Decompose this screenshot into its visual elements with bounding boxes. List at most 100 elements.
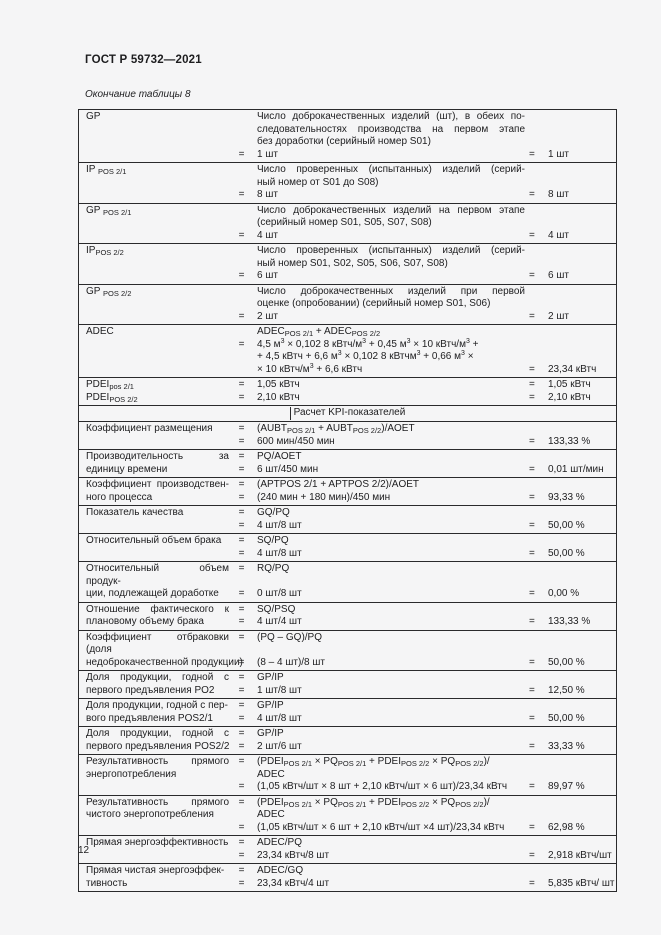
param-name: тивность: [86, 877, 128, 889]
param-name: Результативность прямого: [86, 756, 229, 767]
formula-text: Число доброкачественных изделий (шт), в …: [257, 111, 525, 122]
table-row: IP POS 2/1 Число проверенных (испытанных)…: [79, 163, 616, 204]
formula-text: 4 шт/8 шт: [257, 519, 302, 531]
equals-sign: =: [529, 547, 535, 559]
equals-sign: =: [529, 391, 535, 403]
equals-sign: =: [238, 463, 245, 475]
result-value: 4 шт: [548, 229, 569, 241]
table-row: Прямая чистая энергоэффек- = ADEC/GQ тивнос…: [79, 864, 616, 892]
param-name: Коэффициент отбраковки (доля: [86, 631, 229, 656]
param-name: PDEIpos 2/1: [86, 379, 134, 391]
formula-text: 1 шт: [257, 148, 278, 160]
equals-sign: =: [529, 310, 535, 322]
table-row: Коэффициент отбраковки (доля = (PQ – GQ)/P…: [79, 631, 616, 671]
param-name: GP: [86, 111, 101, 122]
formula-text: ный номер S01, S02, S05, S06, S07, S08): [257, 257, 448, 269]
equals-sign: =: [238, 547, 245, 559]
param-name: PDEIPOS 2/2: [86, 391, 138, 404]
formula-text: Число проверенных (испытанных) изделий (…: [257, 164, 525, 175]
formula-text: 6 шт/450 мин: [257, 463, 319, 475]
equals-sign: =: [238, 270, 245, 281]
formula-text: SQ/PQ: [257, 535, 289, 546]
section-divider-tick: [289, 407, 291, 420]
equals-sign: =: [529, 229, 535, 241]
equals-sign: =: [238, 479, 245, 490]
kpi-table: GP Число доброкачественных изделий (шт), …: [78, 109, 617, 892]
table-row: Относительный объем брака = SQ/PQ = 4 шт/8 ш…: [79, 534, 616, 562]
table-row: PDEIpos 2/1 = 1,05 кВтч = 1,05 кВтч PDEIPOS 2…: [79, 378, 616, 406]
equals-sign: =: [238, 865, 245, 876]
result-value: 0,01 шт/мин: [548, 463, 604, 475]
equals-sign: =: [238, 338, 245, 350]
formula-text: 600 мин/450 мин: [257, 435, 335, 447]
table-row: Доля продукции, годной с = GP/IP первого пр…: [79, 671, 616, 699]
formula-text: GP/IP: [257, 672, 284, 683]
formula-text: 0 шт/8 шт: [257, 588, 302, 599]
equals-sign: =: [238, 781, 245, 792]
kpi-section-header-row: Расчет KPI-показателей: [79, 406, 616, 422]
equals-sign: =: [529, 189, 535, 200]
formula-text: ADEC/PQ: [257, 837, 303, 848]
equals-sign: =: [238, 563, 245, 574]
equals-sign: =: [238, 588, 245, 599]
formula-text: + 4,5 кВтч + 6,6 м3 × 0,102 8 кВтчм3 + 0…: [257, 350, 474, 362]
result-value: 5,835 кВтч/ шт: [548, 877, 615, 889]
equals-sign: =: [238, 740, 245, 752]
table-row: Прямая энергоэффективность = ADEC/PQ = 23,34…: [79, 836, 616, 864]
equals-sign: =: [529, 588, 535, 599]
table-row: Доля продукции, годной с = GP/IP первого пр…: [79, 727, 616, 755]
equals-sign: =: [529, 684, 535, 696]
equals-sign: =: [238, 796, 245, 808]
kpi-section-title: Расчет KPI-показателей: [293, 407, 406, 419]
table-row: IPPOS 2/2 Число проверенных (испытанных) …: [79, 244, 616, 285]
result-value: 1,05 кВтч: [548, 379, 591, 390]
formula-text: 1 шт/8 шт: [257, 684, 302, 696]
result-value: 2,10 кВтч: [548, 391, 591, 403]
equals-sign: =: [529, 270, 535, 281]
result-value: 12,50 %: [548, 684, 585, 696]
formula-text: 1,05 кВтч: [257, 379, 300, 390]
equals-sign: =: [238, 756, 245, 767]
result-value: 89,97 %: [548, 781, 585, 792]
param-name: вого предъявления POS2/1: [86, 712, 213, 724]
equals-sign: =: [238, 423, 245, 434]
formula-text: (серийный номер S01, S05, S07, S08): [257, 217, 432, 228]
equals-sign: =: [238, 712, 245, 724]
equals-sign: =: [529, 877, 535, 889]
formula-text: 2,10 кВтч: [257, 391, 300, 403]
formula-text: 2 шт: [257, 310, 278, 322]
formula-text: (AUBTPOS 2/1 + AUBTPOS 2/2)/AOET: [257, 423, 415, 435]
equals-sign: =: [529, 740, 535, 752]
table-row: GP POS 2/1 Число доброкачественных издели…: [79, 204, 616, 244]
param-name: плановому объему брака: [86, 616, 204, 627]
param-name: Коэффициент размещения: [86, 423, 213, 434]
equals-sign: =: [238, 849, 245, 861]
param-name: ного процесса: [86, 491, 153, 503]
table-row: GP Число доброкачественных изделий (шт), …: [79, 110, 616, 163]
equals-sign: =: [238, 379, 245, 390]
equals-sign: =: [238, 684, 245, 696]
result-value: 133,33 %: [548, 616, 591, 627]
result-value: 50,00 %: [548, 547, 585, 559]
param-name: Относительный объем брака: [86, 535, 222, 546]
result-value: 62,98 %: [548, 821, 585, 833]
equals-sign: =: [238, 391, 245, 403]
equals-sign: =: [238, 519, 245, 531]
equals-sign: =: [238, 603, 245, 615]
formula-text: 4 шт: [257, 229, 278, 241]
table-caption: Окончание таблицы 8: [85, 89, 191, 100]
equals-sign: =: [529, 148, 535, 160]
formula-text: 6 шт: [257, 270, 278, 281]
equals-sign: =: [529, 463, 535, 475]
equals-sign: =: [529, 656, 535, 668]
param-name: первого предъявления POS2/2: [86, 740, 230, 752]
table-row: ADEC ADECPOS 2/1 + ADECPOS 2/2 = 4,5 м3 × 0…: [79, 325, 616, 378]
param-name: ADEC: [86, 326, 114, 337]
param-name: энергопотребления: [86, 768, 177, 780]
formula-text: ный номер от S01 до S08): [257, 176, 379, 188]
param-name: Доля продукции, годной с: [86, 672, 229, 683]
equals-sign: =: [238, 491, 245, 503]
table-row: Производительность за = PQ/AOET единицу вре…: [79, 450, 616, 478]
equals-sign: =: [529, 363, 535, 375]
result-value: 133,33 %: [548, 435, 591, 447]
